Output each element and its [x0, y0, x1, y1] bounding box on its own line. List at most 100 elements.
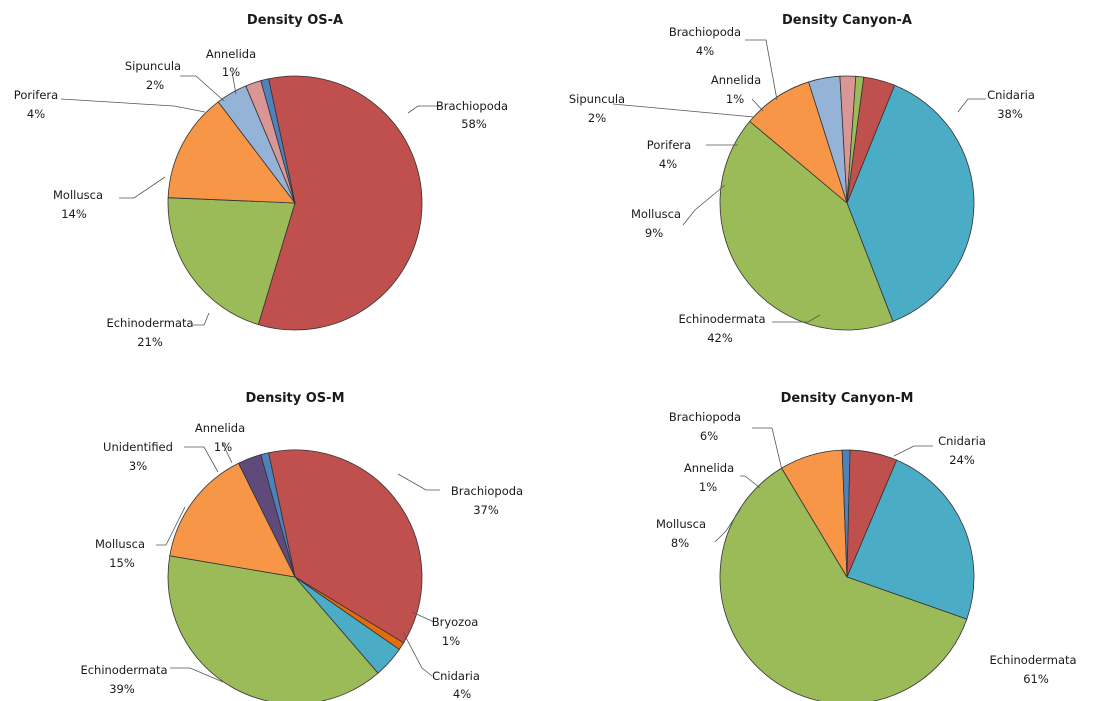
svg-text:Echinodermata: Echinodermata	[80, 663, 167, 677]
svg-text:Cnidaria: Cnidaria	[432, 669, 480, 683]
data-label: Cnidaria 4%	[432, 669, 480, 701]
chart-title: Density OS-A	[247, 13, 343, 28]
svg-text:Annelida: Annelida	[684, 461, 734, 475]
svg-text:Unidentified: Unidentified	[103, 440, 173, 454]
pie-chart-canyon-m: Density Canyon-M Cnidaria 24% Echinoderm…	[656, 391, 1077, 701]
svg-text:2%: 2%	[146, 78, 164, 92]
leader-line	[740, 475, 761, 489]
pie-slice-echinodermata	[167, 555, 379, 701]
pie-slice-cnidaria	[846, 84, 975, 322]
data-label: Annelida 1%	[206, 47, 256, 79]
svg-text:1%: 1%	[442, 634, 460, 648]
svg-text:Annelida: Annelida	[711, 73, 761, 87]
data-label: Mollusca 9%	[631, 207, 681, 240]
leader-line	[397, 473, 440, 491]
svg-text:58%: 58%	[461, 117, 487, 131]
svg-text:Sipuncula: Sipuncula	[125, 59, 181, 73]
leader-line	[893, 445, 933, 457]
data-label: Annelida 1%	[684, 461, 734, 494]
leader-line	[407, 105, 441, 114]
svg-text:1%: 1%	[699, 480, 717, 494]
pie-slice-mollusca	[167, 101, 296, 204]
chart-title: Density OS-M	[245, 391, 344, 406]
data-label: Echinodermata 39%	[80, 663, 167, 696]
pie-chart-canyon-a: Density Canyon-A Cnidaria 38% Echinoderm…	[569, 13, 1035, 345]
pie-slice-brachiopoda	[846, 449, 898, 578]
svg-text:1%: 1%	[214, 440, 232, 454]
svg-text:9%: 9%	[645, 226, 663, 240]
svg-text:Mollusca: Mollusca	[95, 537, 145, 551]
svg-text:Cnidaria: Cnidaria	[938, 434, 986, 448]
svg-text:Sipuncula: Sipuncula	[569, 92, 625, 106]
svg-text:14%: 14%	[61, 207, 87, 221]
svg-text:1%: 1%	[222, 65, 240, 79]
svg-text:Porifera: Porifera	[14, 88, 58, 102]
svg-text:37%: 37%	[473, 503, 499, 517]
svg-text:Echinodermata: Echinodermata	[678, 312, 765, 326]
data-label: Mollusca 15%	[95, 537, 145, 570]
leader-line	[180, 75, 225, 102]
leader-line	[119, 176, 166, 199]
svg-text:Cnidaria: Cnidaria	[987, 88, 1035, 102]
chart-title: Density Canyon-A	[782, 13, 912, 28]
svg-text:4%: 4%	[696, 44, 714, 58]
leader-line	[170, 667, 224, 683]
svg-text:42%: 42%	[707, 331, 733, 345]
data-label: Brachiopoda 6%	[669, 410, 741, 443]
leader-line	[612, 103, 755, 118]
svg-text:3%: 3%	[129, 459, 147, 473]
pie-slice-annelida	[260, 78, 296, 204]
leader-line	[193, 312, 210, 326]
svg-text:Bryozoa: Bryozoa	[432, 615, 479, 629]
data-label: Mollusca 8%	[656, 517, 706, 550]
leader-line	[752, 427, 783, 471]
pie-slice-annelida	[260, 452, 296, 578]
leader-line	[751, 98, 764, 112]
svg-text:Echinodermata: Echinodermata	[989, 653, 1076, 667]
data-label: Sipuncula 2%	[569, 92, 625, 125]
pie-slice-cnidaria	[846, 459, 975, 620]
svg-text:15%: 15%	[109, 556, 135, 570]
svg-text:1%: 1%	[726, 92, 744, 106]
data-label: Brachiopoda 37%	[451, 484, 523, 517]
pie-slice-echinodermata	[167, 197, 296, 326]
leader-line	[957, 98, 986, 113]
data-label: Unidentified 3%	[103, 440, 173, 473]
pie-slice-brachiopoda	[257, 75, 423, 331]
svg-text:6%: 6%	[700, 429, 718, 443]
pie-chart-os-m: Density OS-M Brachiopoda 37% Bryozoa 1% …	[80, 391, 523, 701]
svg-text:Mollusca: Mollusca	[631, 207, 681, 221]
svg-text:Annelida: Annelida	[195, 421, 245, 435]
svg-text:Mollusca: Mollusca	[53, 188, 103, 202]
leader-line	[60, 98, 206, 113]
chart-title: Density Canyon-M	[781, 391, 914, 406]
leader-line	[156, 506, 186, 546]
svg-text:Porifera: Porifera	[647, 138, 691, 152]
data-label: Echinodermata 42%	[678, 312, 765, 345]
leader-line	[411, 611, 435, 623]
svg-text:2%: 2%	[588, 111, 606, 125]
data-label: Echinodermata 21%	[106, 316, 193, 349]
data-label: Brachiopoda 58%	[436, 99, 508, 131]
data-label: Sipuncula 2%	[125, 59, 181, 92]
svg-text:39%: 39%	[109, 682, 135, 696]
data-label: Porifera 4%	[647, 138, 691, 171]
leader-line	[221, 441, 233, 464]
svg-text:Echinodermata: Echinodermata	[106, 316, 193, 330]
svg-text:Brachiopoda: Brachiopoda	[669, 25, 741, 39]
svg-text:Brachiopoda: Brachiopoda	[669, 410, 741, 424]
pie-chart-os-a: Density OS-A Brachiopoda 58% Echinoderma…	[14, 13, 508, 349]
svg-text:4%: 4%	[27, 107, 45, 121]
leader-line	[714, 507, 742, 543]
leader-line	[184, 446, 219, 473]
svg-text:24%: 24%	[949, 453, 975, 467]
data-label: Cnidaria 24%	[938, 434, 986, 467]
pie-slice-brachiopoda	[268, 449, 423, 644]
data-label: Bryozoa 1%	[432, 615, 479, 648]
data-label: Echinodermata 61%	[989, 653, 1076, 686]
data-label: Cnidaria 38%	[987, 88, 1035, 121]
svg-text:8%: 8%	[671, 536, 689, 550]
svg-text:Annelida: Annelida	[206, 47, 256, 61]
svg-text:4%: 4%	[453, 687, 471, 701]
data-label: Annelida 1%	[711, 73, 761, 106]
